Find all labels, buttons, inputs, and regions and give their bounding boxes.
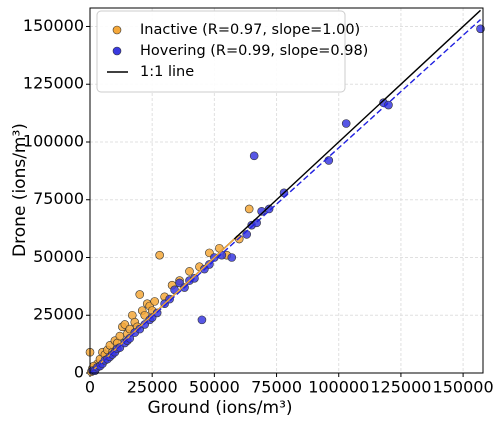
y-tick-label: 25000 [33,305,84,324]
point [197,315,207,325]
y-tick-label: 75000 [33,189,84,208]
x-tick-label: 100000 [308,378,369,397]
legend-label: Inactive (R=0.97, slope=1.00) [140,22,360,38]
x-axis-label: Ground (ions/m³) [147,398,292,418]
point [324,156,334,165]
point [249,151,259,161]
point [244,204,254,214]
legend-label: Hovering (R=0.99, slope=0.98) [140,43,368,59]
x-tick-label: 75000 [251,378,302,397]
point [125,334,135,343]
legend-marker [112,46,122,56]
y-tick-label: 100000 [23,131,84,150]
legend: Inactive (R=0.97, slope=1.00) Hovering (R… [96,10,368,93]
point [264,204,274,214]
y-tick-label: 125000 [23,74,84,93]
point [384,100,393,110]
x-tick-label: 25000 [127,378,178,397]
legend-label: 1:1 line [140,64,194,80]
plot-frame [89,7,484,374]
line [89,19,481,374]
point [115,331,125,341]
point [150,297,159,306]
x-tick-label: 150000 [433,378,494,397]
point [341,119,351,128]
legend-marker [112,25,122,35]
point [227,253,237,262]
point [155,250,164,260]
x-tick-label: 125000 [370,378,431,397]
x-tick-label: 0 [85,378,95,397]
y-tick-label: 0 [74,363,84,382]
y-tick-label: 150000 [23,16,84,35]
point [185,267,194,276]
point [135,290,145,299]
legend-box [96,10,346,93]
x-tick-label: 50000 [189,378,240,397]
y-tick-label: 50000 [33,247,84,266]
y-axis-label: Drone (ions/m³) [10,123,30,257]
